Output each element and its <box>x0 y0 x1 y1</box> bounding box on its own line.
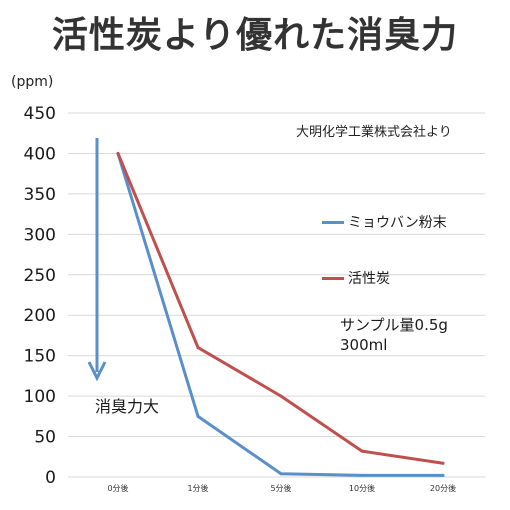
series-1-point-1 <box>196 346 200 350</box>
x-tick-label-3: 10分後 <box>349 483 375 493</box>
series-1-point-3 <box>360 449 364 453</box>
legend-label-charcoal: 活性炭 <box>348 271 390 287</box>
y-tick-label-250: 250 <box>24 266 56 286</box>
series-line-1 <box>116 151 445 465</box>
x-tick-label-0: 0分後 <box>107 483 128 493</box>
x-tick-label-2: 5分後 <box>270 483 291 493</box>
legend-item-charcoal: 活性炭 <box>322 268 390 288</box>
y-tick-label-100: 100 <box>24 387 56 407</box>
arrow-head <box>87 361 107 382</box>
y-tick-label-200: 200 <box>24 306 56 326</box>
series-1-point-4 <box>441 461 445 465</box>
decrease-arrow <box>87 138 107 382</box>
legend-swatch-charcoal <box>322 276 344 280</box>
series-0-point-2 <box>279 472 283 476</box>
y-tick-label-300: 300 <box>24 225 56 245</box>
y-tick-label-450: 450 <box>24 104 56 124</box>
y-tick-labels: 0 50 100 150 200 250 300 350 400 450 <box>24 104 56 488</box>
x-tick-labels: 0分後 1分後 5分後 10分後 20分後 <box>107 483 456 493</box>
legend-label-alum: ミョウバン粉末 <box>348 215 447 231</box>
y-tick-label-0: 0 <box>45 468 56 488</box>
legend-swatch-alum <box>322 220 344 224</box>
grid-lines <box>68 112 485 478</box>
source-label: 大明化学工業株式会社より <box>296 125 452 140</box>
sample-amount-note: サンプル量0.5g <box>340 316 448 334</box>
x-tick-label-4: 20分後 <box>430 483 456 493</box>
y-axis-unit-label: (ppm) <box>11 74 54 90</box>
series-0-point-3 <box>360 473 364 477</box>
y-tick-label-400: 400 <box>24 144 56 164</box>
series-lines <box>116 151 445 477</box>
y-tick-label-150: 150 <box>24 347 56 367</box>
series-1-point-2 <box>279 394 283 398</box>
arrow-label: 消臭力大 <box>95 397 160 416</box>
legend-item-alum: ミョウバン粉末 <box>322 212 447 232</box>
series-1-point-0 <box>116 151 120 155</box>
y-tick-label-350: 350 <box>24 185 56 205</box>
x-tick-label-1: 1分後 <box>187 483 208 493</box>
chart-title: 活性炭より優れた消臭力 <box>51 15 459 56</box>
sample-volume-note: 300ml <box>340 336 388 354</box>
series-0-point-4 <box>441 473 445 477</box>
y-tick-label-50: 50 <box>34 428 56 448</box>
series-0-point-1 <box>196 414 200 418</box>
